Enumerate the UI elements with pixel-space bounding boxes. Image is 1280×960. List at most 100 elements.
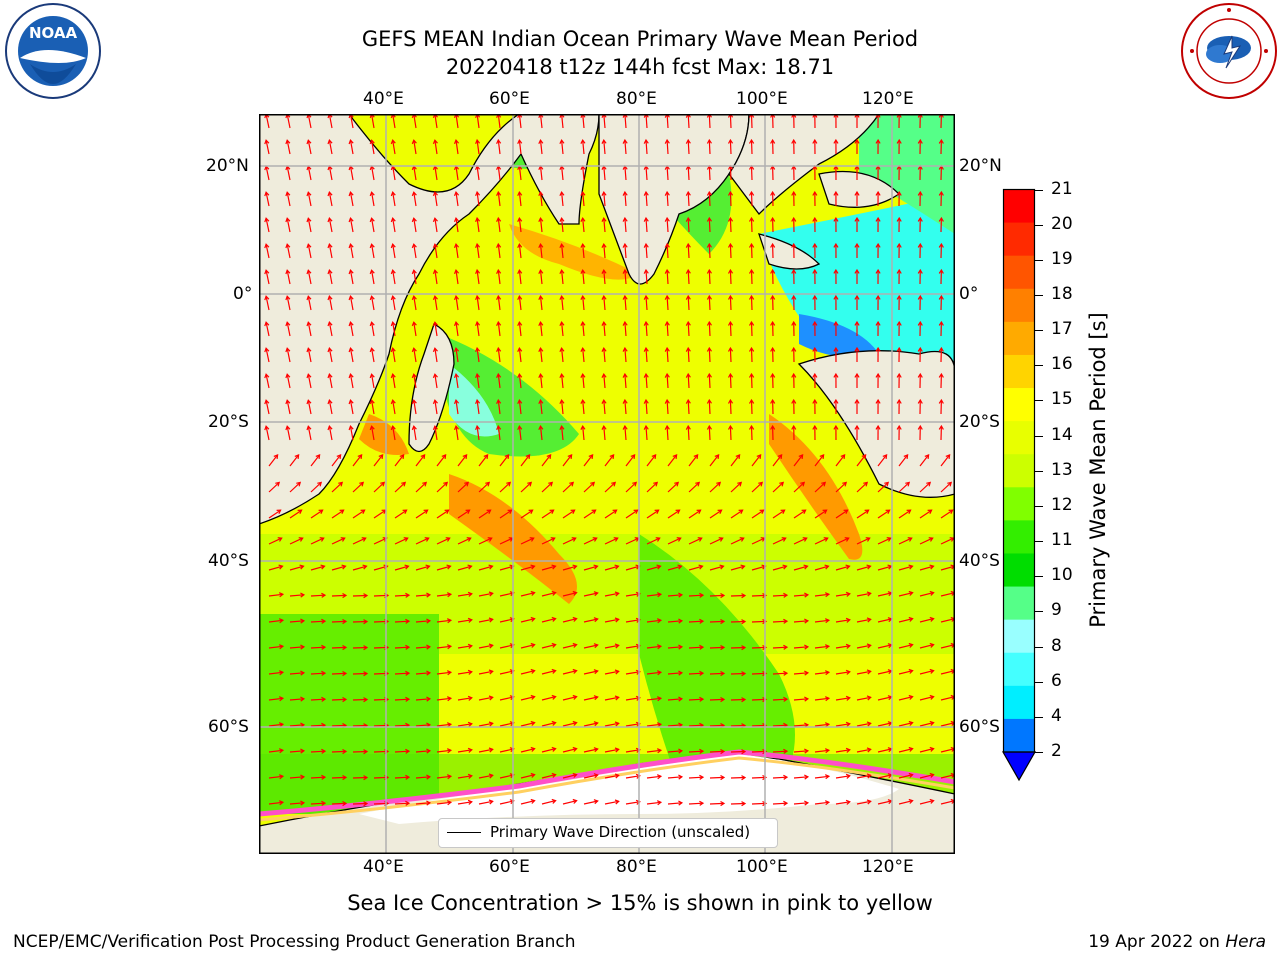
wave-direction-arrow <box>265 244 270 259</box>
wave-direction-arrowhead <box>622 190 628 196</box>
wave-direction-arrowhead <box>559 190 565 196</box>
colorbar-tick-mark <box>1035 611 1043 613</box>
wave-direction-arrowhead <box>264 269 270 275</box>
wave-direction-arrow <box>582 140 585 155</box>
wave-direction-arrowhead <box>264 347 270 353</box>
wave-direction-arrowhead <box>538 424 544 430</box>
wave-direction-arrowhead <box>844 537 850 542</box>
wave-direction-arrow <box>877 670 892 675</box>
wave-direction-arrowhead <box>405 696 411 702</box>
wave-direction-arrowhead <box>699 774 705 780</box>
wave-direction-arrowhead <box>706 346 712 352</box>
wave-direction-arrowhead <box>601 268 607 274</box>
wave-direction-arrowhead <box>845 617 851 623</box>
wave-direction-arrowhead <box>580 346 586 352</box>
wave-direction-arrowhead <box>938 190 944 196</box>
wave-direction-arrow <box>729 347 732 363</box>
colorbar-tick-label: 19 <box>1051 248 1073 269</box>
wave-direction-arrow <box>457 801 472 805</box>
wave-direction-arrowhead <box>643 138 649 144</box>
wave-direction-arrowhead <box>475 138 481 145</box>
left-lat-tick: 40°S <box>208 551 249 571</box>
wave-direction-arrow <box>415 565 430 571</box>
wave-direction-arrowhead <box>801 509 807 515</box>
wave-direction-arrow <box>667 802 682 805</box>
wave-direction-arrow <box>709 646 725 649</box>
wave-direction-arrow <box>371 348 375 363</box>
wave-direction-arrow <box>625 775 640 779</box>
wave-direction-arrow <box>793 672 808 675</box>
wave-direction-arrowhead <box>348 373 354 379</box>
wave-direction-arrow <box>856 565 871 571</box>
wave-direction-arrowhead <box>601 294 607 300</box>
wave-direction-arrow <box>413 270 417 285</box>
wave-direction-arrow <box>331 454 342 467</box>
wave-direction-arrowhead <box>791 138 797 144</box>
wave-direction-arrow <box>750 165 753 181</box>
wave-direction-arrowhead <box>929 564 935 570</box>
wave-direction-arrowhead <box>341 564 347 570</box>
wave-direction-arrow <box>856 481 868 493</box>
wave-direction-arrowhead <box>446 618 453 624</box>
sea-ice-edge-inner <box>259 756 955 822</box>
wave-direction-arrowhead <box>411 373 417 379</box>
wave-direction-arrow <box>708 165 711 181</box>
wave-direction-arrowhead <box>285 217 291 223</box>
wave-direction-arrowhead <box>635 617 641 623</box>
wave-direction-arrow <box>413 218 417 233</box>
wave-direction-arrowhead <box>572 746 578 752</box>
wave-direction-arrowhead <box>369 139 375 145</box>
wave-direction-arrow <box>307 114 312 129</box>
wave-direction-arrowhead <box>622 398 628 404</box>
wave-direction-arrowhead <box>405 644 411 650</box>
wave-direction-arrow <box>666 347 669 363</box>
wave-direction-arrowhead <box>601 138 607 144</box>
wave-direction-arrowhead <box>812 424 818 430</box>
wave-direction-arrowhead <box>678 800 684 806</box>
wave-direction-arrowhead <box>342 774 348 781</box>
colorbar-tick-mark <box>1035 330 1043 332</box>
wave-direction-arrow <box>434 270 438 285</box>
wave-direction-arrowhead <box>812 372 818 378</box>
wave-direction-arrowhead <box>432 321 438 327</box>
wave-direction-arrow <box>645 295 648 311</box>
wave-direction-arrow <box>708 321 711 337</box>
wave-direction-arrowhead <box>759 509 765 515</box>
wave-direction-arrow <box>814 509 827 519</box>
wave-direction-arrowhead <box>538 190 544 196</box>
wave-direction-arrow <box>455 400 459 415</box>
wave-direction-arrowhead <box>777 453 783 459</box>
wave-direction-arrowhead <box>938 114 944 118</box>
wave-direction-arrowhead <box>424 537 430 542</box>
wave-direction-arrow <box>307 322 312 337</box>
wave-direction-arrow <box>499 454 510 467</box>
wave-direction-arrowhead <box>896 398 902 404</box>
wave-direction-arrow <box>499 537 513 545</box>
wave-direction-arrow <box>604 670 619 675</box>
wave-direction-arrow <box>457 723 472 727</box>
wave-direction-arrowhead <box>896 114 902 118</box>
wave-direction-arrowhead <box>327 373 333 379</box>
wave-direction-arrow <box>518 426 522 441</box>
wave-direction-arrowhead <box>496 424 502 431</box>
wave-direction-arrowhead <box>342 592 348 599</box>
wave-direction-arrow <box>392 426 396 441</box>
wave-direction-arrow <box>476 348 480 363</box>
wave-direction-arrowhead <box>685 242 691 248</box>
wave-direction-arrow <box>835 775 850 779</box>
wave-direction-arrowhead <box>664 372 670 378</box>
wave-direction-arrow <box>415 454 426 467</box>
wave-direction-arrowhead <box>762 748 768 755</box>
left-lat-tick: 60°S <box>208 717 249 737</box>
wave-direction-arrowhead <box>559 398 565 404</box>
wave-direction-arrowhead <box>390 373 396 379</box>
wave-direction-arrow <box>499 722 514 727</box>
wave-direction-arrow <box>457 697 472 701</box>
wave-direction-arrow <box>624 217 627 233</box>
wave-direction-arrowhead <box>336 453 342 459</box>
wave-direction-arrowhead <box>833 242 839 248</box>
wave-direction-arrowhead <box>506 481 512 487</box>
wave-direction-arrowhead <box>741 619 747 625</box>
wave-direction-arrow <box>919 670 934 675</box>
wave-direction-arrow <box>349 244 354 259</box>
